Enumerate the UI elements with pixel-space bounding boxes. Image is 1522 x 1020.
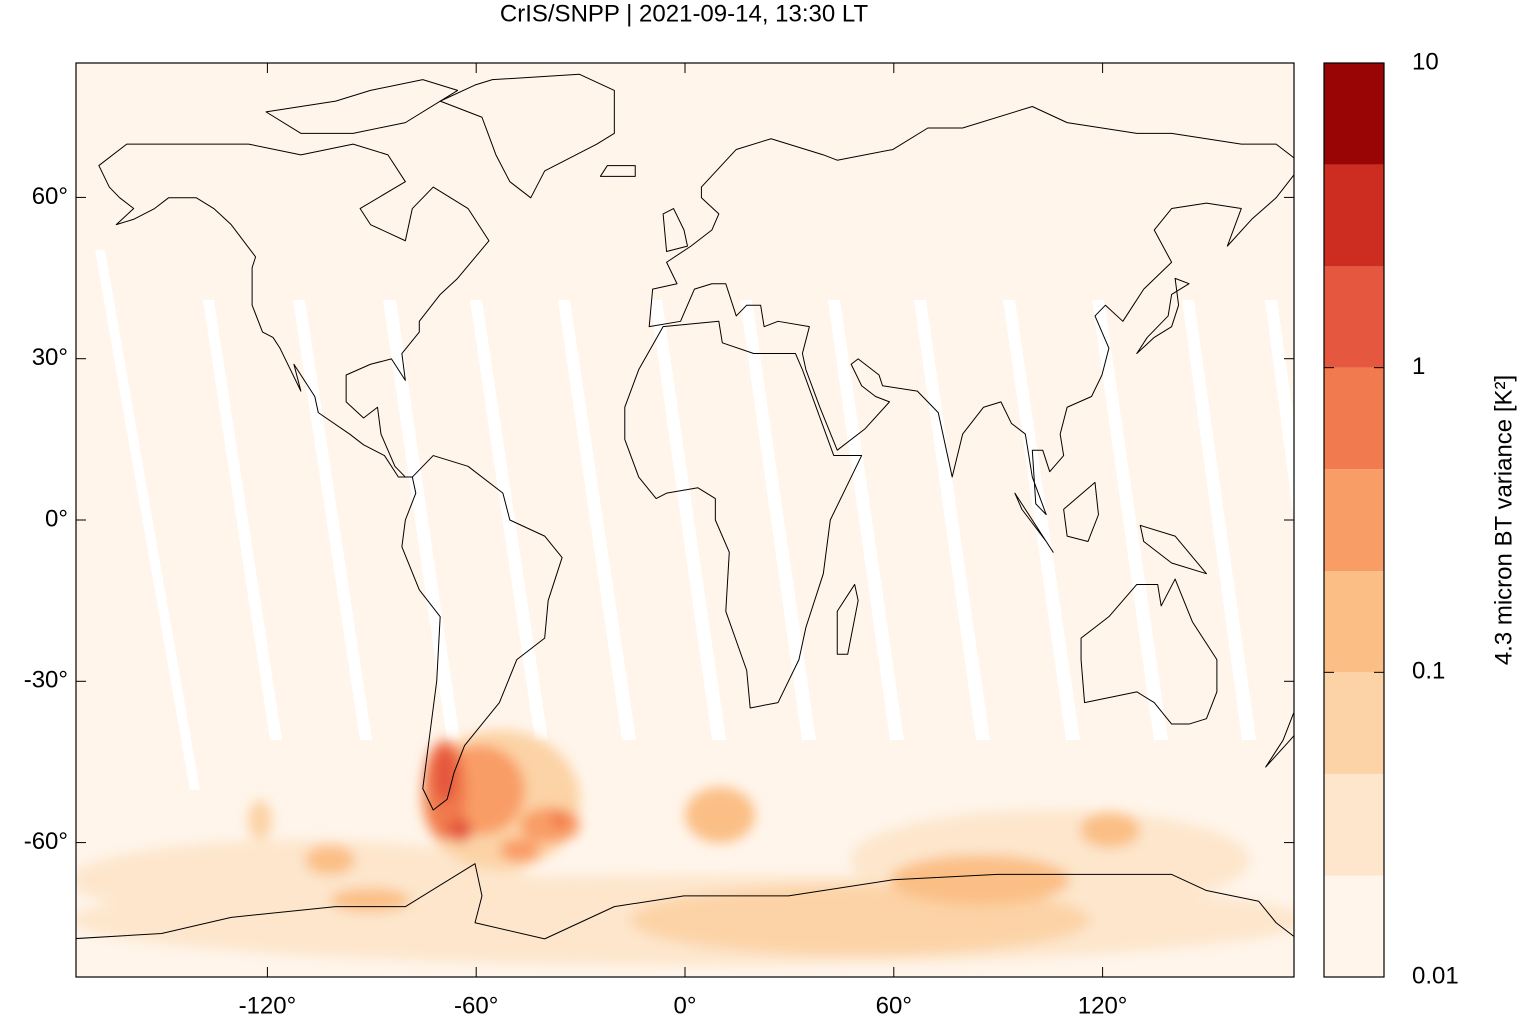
colorbar-band	[1324, 367, 1384, 470]
colorbar-band	[1324, 469, 1384, 572]
coastlines	[71, 74, 1304, 939]
colorbar-tick-label: 0.01	[1412, 962, 1459, 989]
colorbar-tick-label: 1	[1412, 353, 1425, 380]
x-tick-label: 120°	[1078, 992, 1128, 1019]
x-tick-label: 0°	[674, 992, 697, 1019]
y-tick-label: 60°	[32, 183, 68, 210]
y-tick-label: 30°	[32, 344, 68, 371]
colorbar-band	[1324, 773, 1384, 876]
x-tick-label: -120°	[239, 992, 297, 1019]
x-tick-label: 60°	[876, 992, 912, 1019]
colorbar-band	[1324, 266, 1384, 368]
colorbar-tick-label: 10	[1412, 48, 1439, 75]
y-tick-label: -30°	[24, 667, 68, 694]
colorbar-tick-label: 0.1	[1412, 658, 1445, 685]
x-tick-label: -60°	[454, 992, 498, 1019]
y-tick-label: 0°	[45, 505, 68, 532]
y-tick-label: -60°	[24, 828, 68, 855]
colorbar-band	[1324, 875, 1384, 977]
colorbar-frame	[1323, 62, 1385, 978]
colorbar-label: 4.3 micron BT variance [K²]	[1490, 375, 1517, 665]
colorbar-band	[1324, 63, 1384, 165]
colorbar-band	[1324, 164, 1384, 267]
colorbar-band	[1324, 672, 1384, 774]
map-area	[71, 63, 1304, 977]
colorbar-band	[1324, 571, 1384, 673]
swath-gaps	[95, 250, 1294, 790]
chart-title: CrIS/SNPP | 2021-09-14, 13:30 LT	[500, 0, 869, 27]
